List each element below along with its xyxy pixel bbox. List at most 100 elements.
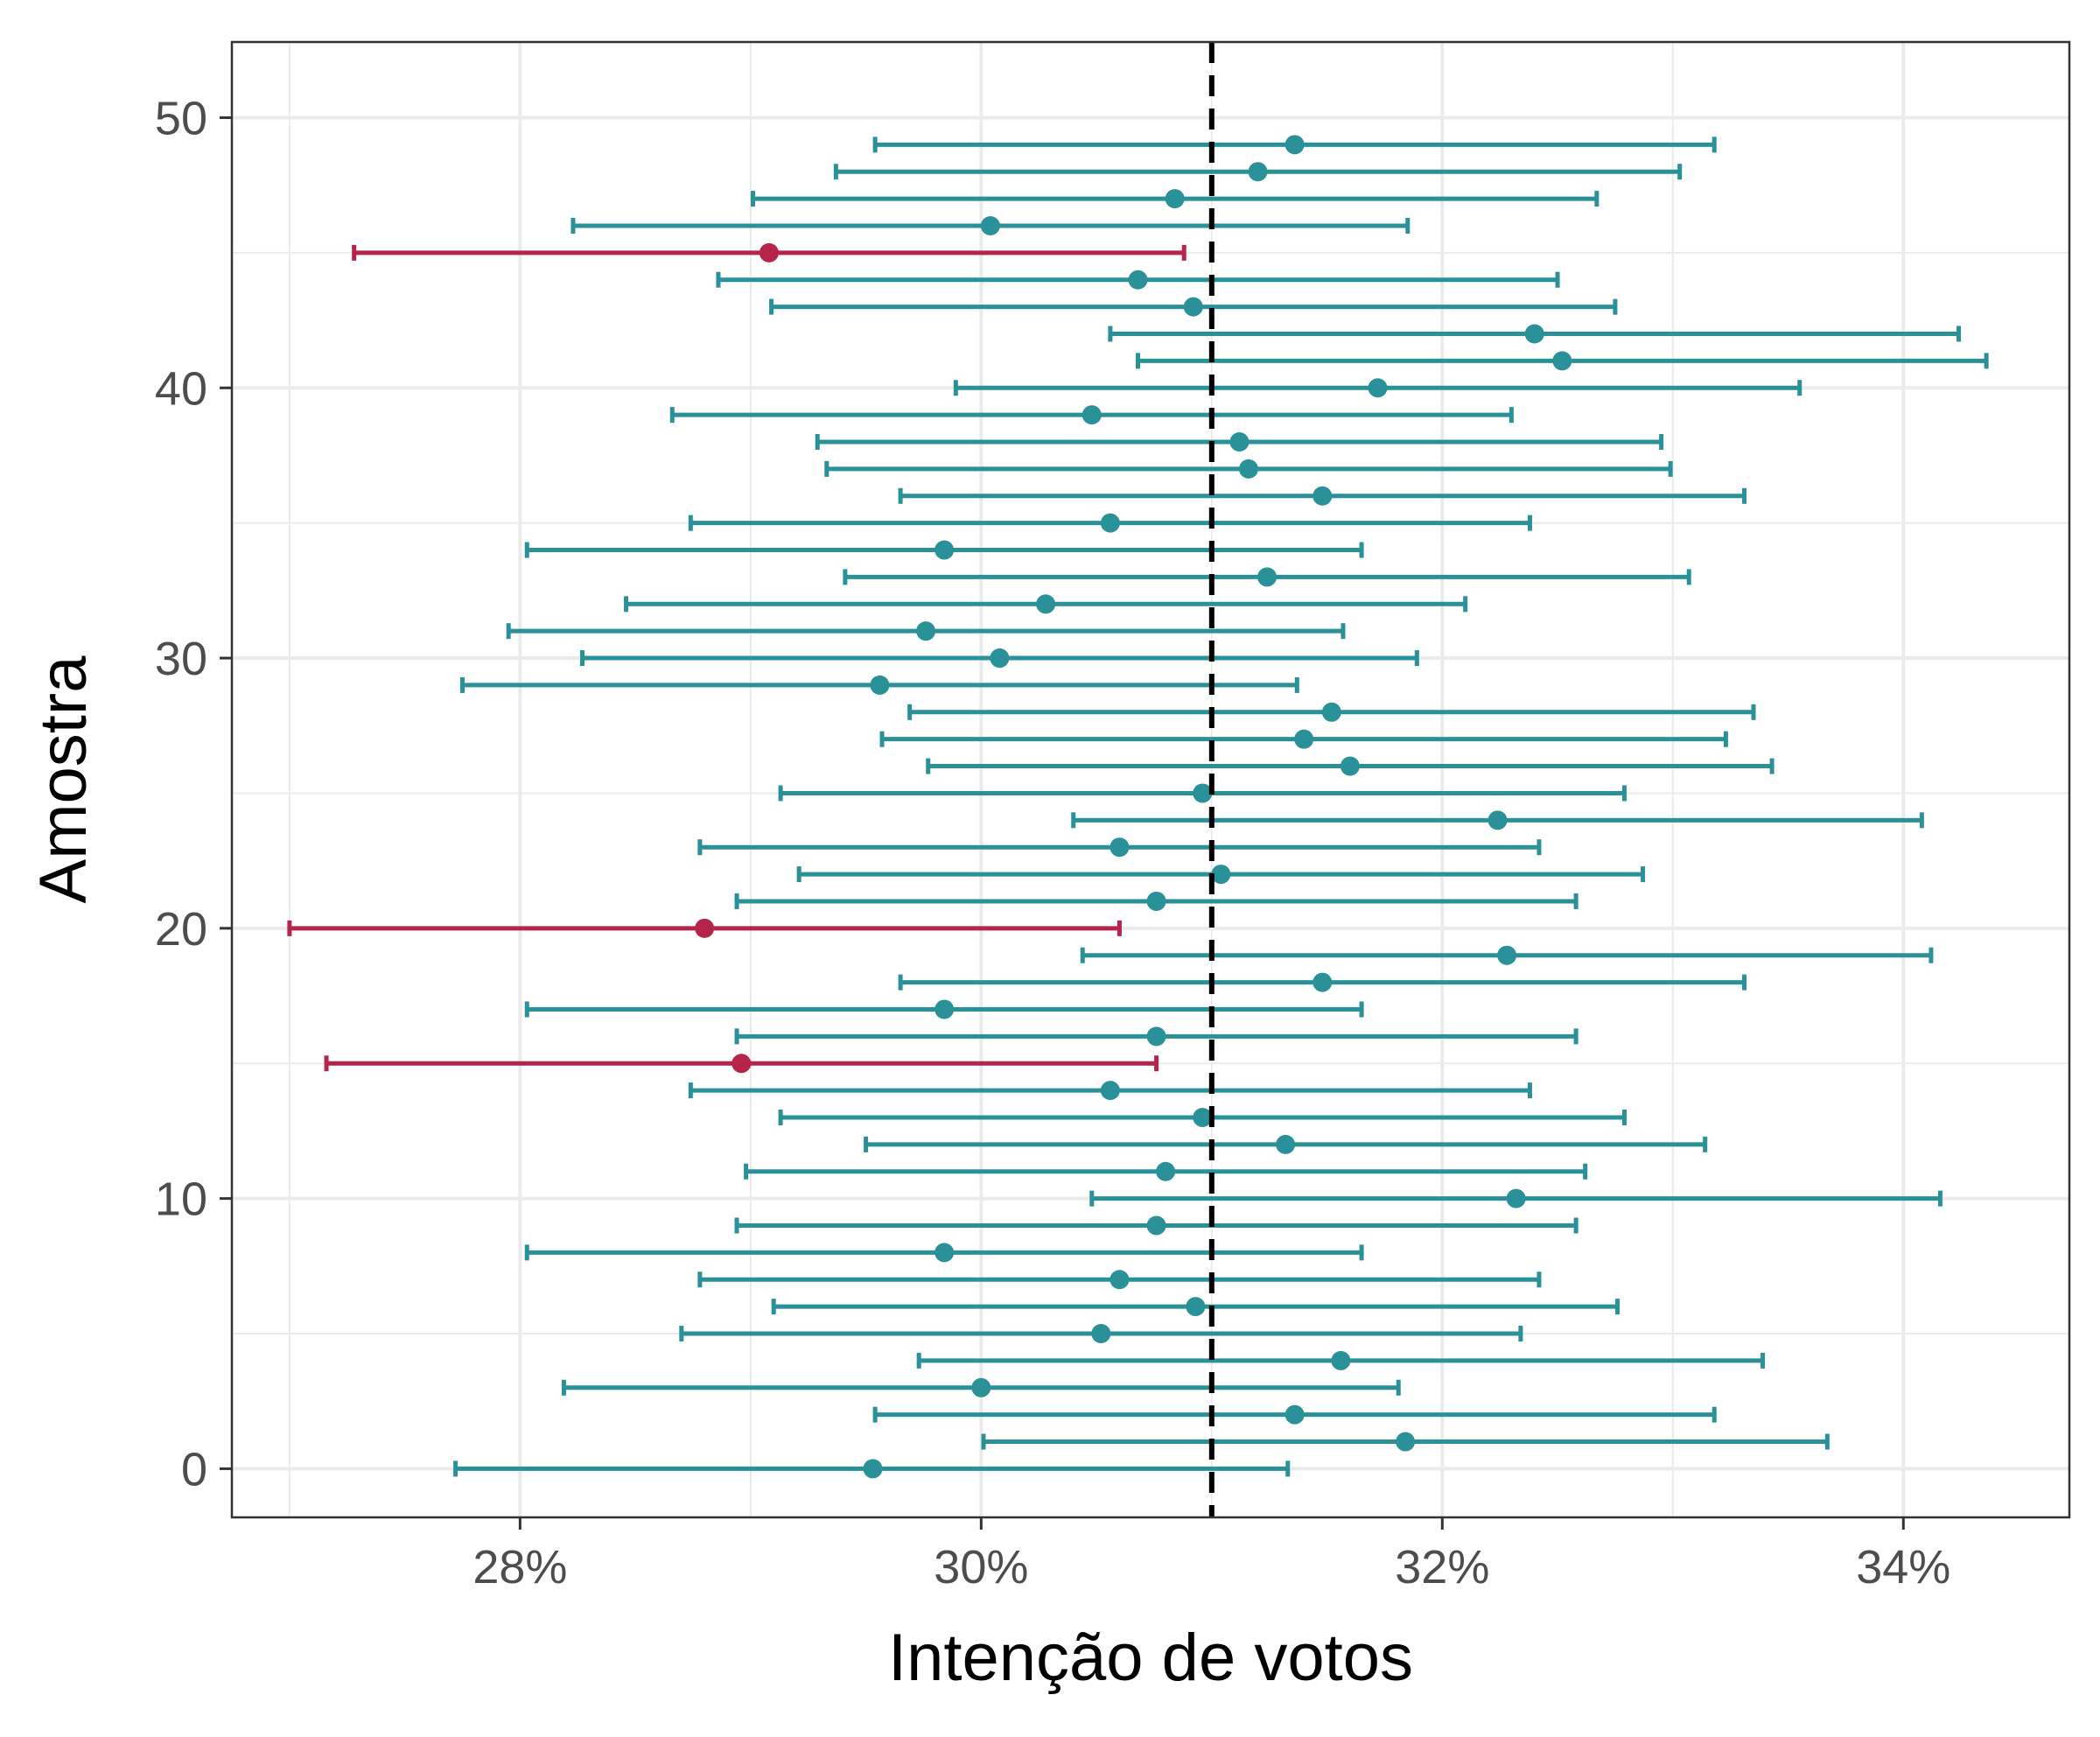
interval-sample-35: [688, 513, 1532, 533]
point-estimate: [759, 242, 779, 263]
interval-sample-49: [872, 135, 1717, 155]
interval-sample-44: [716, 270, 1560, 290]
point-estimate: [1257, 567, 1278, 587]
plot-panel-border: [230, 40, 2071, 1519]
y-axis-title: Amostra: [26, 655, 101, 904]
interval-sample-10: [1089, 1188, 1942, 1208]
interval-sample-13: [778, 1107, 1627, 1127]
interval-sample-20: [287, 918, 1122, 938]
interval-sample-24: [1071, 810, 1924, 830]
point-estimate: [1186, 1297, 1206, 1317]
point-estimate: [1331, 1350, 1351, 1370]
interval-sample-3: [561, 1377, 1401, 1397]
interval-sample-47: [750, 189, 1600, 209]
x-axis-title: Intenção de votos: [888, 1621, 1413, 1695]
confidence-intervals: [287, 135, 1989, 1479]
point-estimate: [1211, 865, 1231, 885]
point-estimate: [1312, 972, 1333, 992]
point-estimate: [1276, 1134, 1296, 1154]
point-estimate: [1552, 351, 1572, 371]
interval-sample-19: [1080, 945, 1934, 965]
point-estimate: [934, 540, 955, 560]
interval-sample-7: [697, 1270, 1542, 1290]
interval-sample-31: [506, 621, 1346, 641]
interval-sample-1: [981, 1432, 1830, 1452]
x-axis: 28% 30% 32% 34%: [472, 1517, 1950, 1593]
x-tick-label: 34%: [1856, 1541, 1950, 1593]
interval-sample-43: [769, 297, 1618, 317]
interval-sample-28: [907, 702, 1756, 722]
point-estimate: [1036, 594, 1056, 614]
interval-sample-9: [734, 1215, 1578, 1236]
interval-sample-36: [898, 486, 1746, 506]
interval-sample-22: [796, 865, 1646, 885]
y-tick-label: 20: [155, 903, 207, 956]
interval-sample-38: [815, 432, 1664, 452]
point-estimate: [1146, 1215, 1166, 1236]
interval-sample-30: [580, 648, 1419, 669]
interval-sample-29: [459, 675, 1299, 695]
point-estimate: [1340, 756, 1360, 776]
point-estimate: [1506, 1188, 1526, 1208]
y-axis: 0 10 20 30 40 50: [155, 92, 232, 1495]
point-estimate: [1100, 513, 1120, 533]
plot-panel-background: [232, 42, 2069, 1517]
interval-sample-11: [744, 1161, 1588, 1181]
interval-sample-27: [879, 729, 1728, 749]
interval-sample-39: [669, 405, 1514, 425]
point-estimate: [1110, 1270, 1130, 1290]
y-tick-label: 30: [155, 633, 207, 685]
point-estimate: [863, 1459, 883, 1479]
point-estimate: [916, 621, 936, 641]
point-estimate: [1284, 135, 1305, 155]
point-estimate: [1091, 1324, 1111, 1344]
point-estimate: [1156, 1161, 1176, 1181]
point-estimate: [1488, 810, 1508, 830]
x-tick-label: 28%: [472, 1541, 567, 1593]
point-estimate: [1312, 486, 1333, 506]
point-estimate: [1238, 459, 1258, 479]
interval-sample-16: [734, 1026, 1578, 1047]
y-tick-label: 10: [155, 1173, 207, 1226]
interval-sample-14: [688, 1081, 1532, 1101]
interval-sample-6: [771, 1297, 1620, 1317]
point-estimate: [1497, 945, 1517, 965]
point-estimate: [934, 1243, 955, 1263]
interval-sample-0: [453, 1459, 1291, 1479]
point-estimate: [1524, 324, 1544, 344]
interval-sample-15: [324, 1054, 1159, 1074]
interval-sample-4: [916, 1350, 1766, 1370]
point-estimate: [1229, 432, 1250, 452]
point-estimate: [1100, 1081, 1120, 1101]
interval-sample-37: [824, 459, 1673, 479]
interval-sample-42: [1108, 324, 1962, 344]
point-estimate: [934, 999, 955, 1019]
point-estimate: [1321, 702, 1341, 722]
interval-sample-25: [778, 783, 1627, 803]
point-estimate: [971, 1377, 991, 1397]
point-estimate: [1396, 1432, 1416, 1452]
interval-sample-21: [734, 891, 1578, 911]
interval-sample-32: [624, 594, 1468, 614]
point-estimate: [1165, 189, 1185, 209]
interval-sample-2: [872, 1404, 1717, 1425]
point-estimate: [1368, 378, 1388, 398]
point-estimate: [1082, 405, 1102, 425]
point-estimate: [1193, 783, 1213, 803]
interval-sample-8: [524, 1243, 1364, 1263]
point-estimate: [1146, 891, 1166, 911]
point-estimate: [1284, 1404, 1305, 1425]
point-estimate: [732, 1054, 752, 1074]
interval-sample-46: [570, 215, 1410, 235]
point-estimate: [1248, 162, 1268, 182]
point-estimate: [1128, 270, 1148, 290]
point-estimate: [695, 918, 715, 938]
point-estimate: [1193, 1107, 1213, 1127]
interval-sample-23: [697, 837, 1542, 858]
x-tick-label: 30%: [934, 1541, 1028, 1593]
point-estimate: [1294, 729, 1314, 749]
interval-sample-18: [898, 972, 1746, 992]
interval-sample-41: [1136, 351, 1989, 371]
